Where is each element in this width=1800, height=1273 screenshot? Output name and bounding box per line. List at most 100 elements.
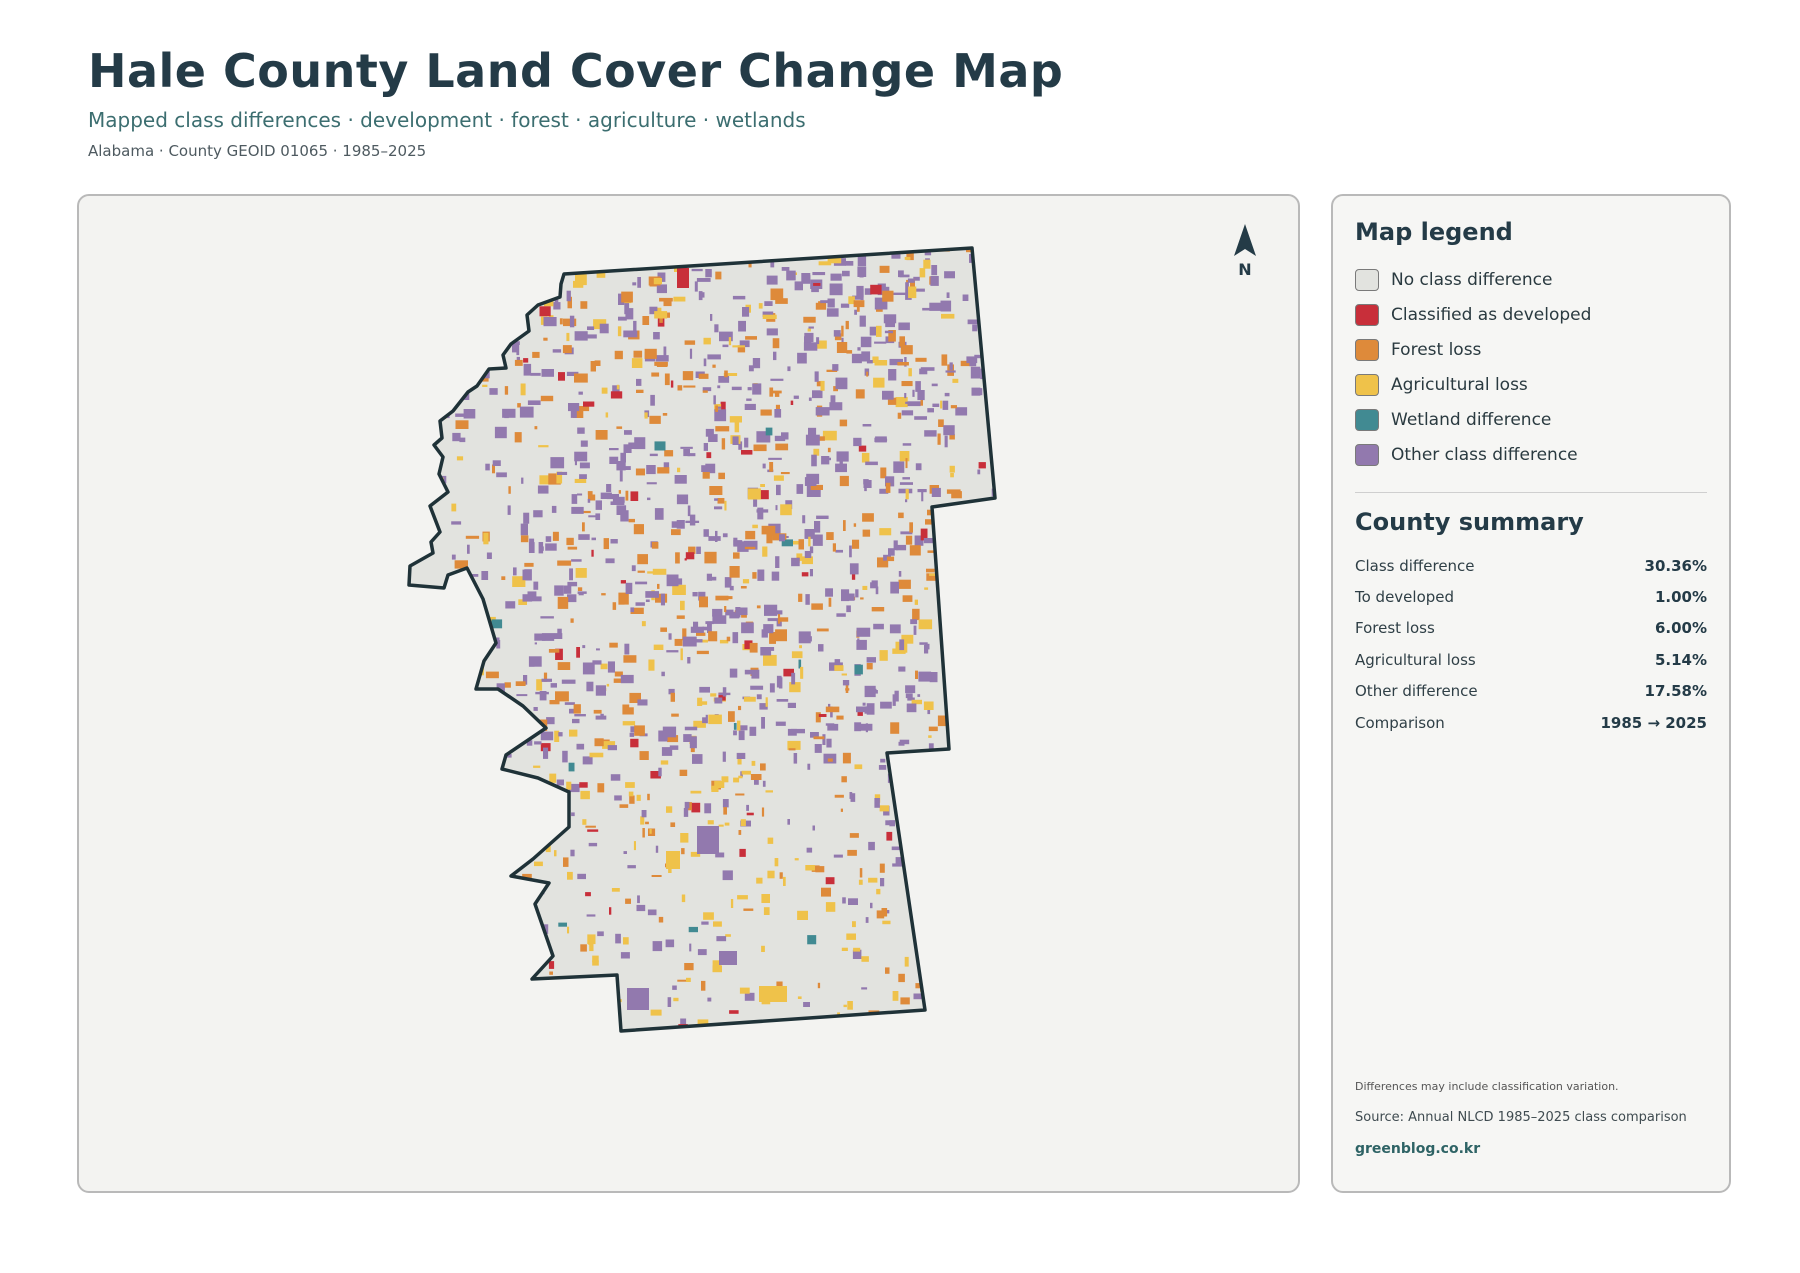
change-pixel — [724, 577, 732, 588]
change-pixel — [969, 702, 972, 706]
change-pixel — [919, 268, 926, 278]
change-pixel — [409, 741, 410, 746]
change-pixel — [548, 649, 560, 653]
change-pixel — [905, 499, 908, 503]
change-pixel — [766, 275, 778, 285]
change-pixel — [744, 992, 755, 1001]
change-pixel — [979, 318, 993, 328]
change-pixel — [771, 571, 780, 581]
change-pixel — [904, 956, 909, 967]
change-pixel — [701, 701, 708, 705]
change-pixel — [760, 647, 772, 656]
change-pixel — [534, 633, 546, 641]
county-map[interactable] — [79, 196, 1300, 1193]
change-pixel — [657, 272, 666, 282]
change-pixel — [996, 433, 1009, 436]
change-pixel — [651, 875, 662, 877]
change-pixel — [420, 595, 429, 602]
change-pixel — [789, 540, 800, 545]
change-pixel — [949, 1017, 959, 1022]
change-pixel — [550, 280, 556, 291]
change-pixel — [846, 350, 853, 354]
change-pixel — [569, 729, 578, 737]
map-panel[interactable] — [77, 194, 1300, 1193]
change-pixel — [670, 380, 674, 388]
change-pixel — [444, 1023, 454, 1031]
change-pixel — [1002, 379, 1015, 384]
change-pixel — [763, 654, 777, 666]
change-pixel — [705, 428, 714, 437]
change-pixel — [1007, 593, 1015, 604]
change-pixel — [459, 979, 467, 986]
change-pixel — [529, 657, 535, 667]
change-pixel — [999, 505, 1003, 511]
change-pixel — [623, 937, 629, 945]
change-pixel — [569, 315, 575, 328]
change-pixel — [868, 1010, 880, 1013]
change-pixel — [572, 406, 584, 418]
change-pixel — [912, 608, 920, 621]
change-pixel — [1002, 721, 1012, 723]
change-pixel — [489, 388, 498, 395]
change-pixel — [895, 397, 908, 408]
change-pixel — [518, 599, 527, 605]
change-pixel — [459, 686, 469, 698]
change-pixel — [954, 569, 966, 576]
change-pixel — [668, 633, 672, 640]
change-pixel — [857, 638, 860, 644]
change-pixel — [911, 856, 915, 861]
change-pixel — [814, 521, 821, 533]
change-pixel — [928, 726, 938, 732]
change-pixel — [605, 412, 609, 418]
change-pixel — [875, 436, 887, 443]
change-pixel — [862, 585, 868, 590]
change-pixel — [761, 525, 776, 535]
change-pixel — [459, 342, 466, 351]
change-pixel — [845, 261, 854, 266]
change-pixel — [534, 956, 539, 959]
change-pixel — [855, 589, 859, 598]
change-pixel — [582, 258, 587, 262]
legend-swatch — [1355, 373, 1379, 396]
change-pixel — [533, 510, 543, 518]
change-pixel — [535, 827, 547, 836]
change-pixel — [662, 726, 677, 738]
change-pixel — [523, 363, 532, 376]
change-pixel — [508, 486, 511, 494]
change-pixel — [725, 609, 734, 616]
change-pixel — [512, 739, 520, 745]
change-pixel — [898, 571, 902, 577]
change-pixel — [791, 728, 805, 734]
change-pixel — [773, 475, 784, 481]
change-pixel — [519, 308, 527, 312]
change-pixel — [723, 807, 727, 815]
change-pixel — [561, 679, 576, 684]
change-pixel — [571, 812, 575, 817]
change-pixel — [881, 1022, 886, 1031]
change-pixel — [899, 336, 905, 347]
change-pixel — [708, 536, 721, 541]
change-pixel — [912, 389, 915, 397]
change-pixel — [966, 732, 977, 744]
change-pixel — [552, 531, 559, 541]
change-pixel — [467, 836, 473, 846]
change-pixel — [399, 1014, 407, 1020]
legend-item-agricultural-loss: Agricultural loss — [1355, 367, 1591, 402]
change-pixel — [1008, 586, 1012, 597]
change-pixel — [774, 435, 786, 442]
change-pixel — [437, 952, 446, 962]
change-pixel — [858, 879, 863, 885]
change-pixel — [414, 882, 419, 889]
change-pixel — [653, 332, 660, 340]
change-pixel — [587, 829, 599, 832]
change-pixel — [811, 440, 819, 443]
change-pixel — [645, 821, 649, 825]
change-pixel — [582, 756, 593, 765]
change-pixel — [399, 580, 403, 585]
change-pixel — [563, 585, 572, 594]
change-pixel — [851, 573, 856, 580]
change-pixel — [929, 894, 938, 904]
site-link[interactable]: greenblog.co.kr — [1355, 1141, 1481, 1157]
change-pixel — [625, 582, 633, 594]
change-pixel — [856, 627, 871, 637]
